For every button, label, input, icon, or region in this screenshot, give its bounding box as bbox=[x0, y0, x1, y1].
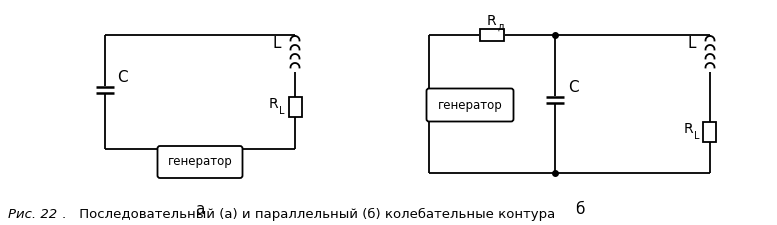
FancyBboxPatch shape bbox=[158, 146, 242, 178]
Text: а: а bbox=[195, 202, 204, 216]
FancyBboxPatch shape bbox=[427, 88, 514, 122]
Bar bbox=[703, 122, 716, 142]
Text: R: R bbox=[486, 14, 496, 28]
Text: генератор: генератор bbox=[437, 99, 503, 112]
Text: д: д bbox=[497, 22, 503, 32]
Text: R: R bbox=[268, 97, 278, 111]
Text: б: б bbox=[575, 202, 584, 216]
Text: Рис. 22: Рис. 22 bbox=[8, 208, 57, 221]
Text: L: L bbox=[273, 36, 281, 52]
Text: .: . bbox=[62, 208, 66, 221]
Text: L: L bbox=[688, 36, 696, 52]
Text: генератор: генератор bbox=[168, 155, 232, 169]
Text: C: C bbox=[568, 81, 578, 95]
Text: C: C bbox=[117, 70, 127, 86]
Text: L: L bbox=[695, 131, 700, 141]
Text: R: R bbox=[683, 122, 693, 136]
Bar bbox=[288, 97, 301, 117]
Text: Последовательный (а) и параллельный (б) колебательные контура: Последовательный (а) и параллельный (б) … bbox=[75, 208, 556, 221]
Bar bbox=[480, 29, 504, 40]
Text: L: L bbox=[279, 106, 284, 116]
